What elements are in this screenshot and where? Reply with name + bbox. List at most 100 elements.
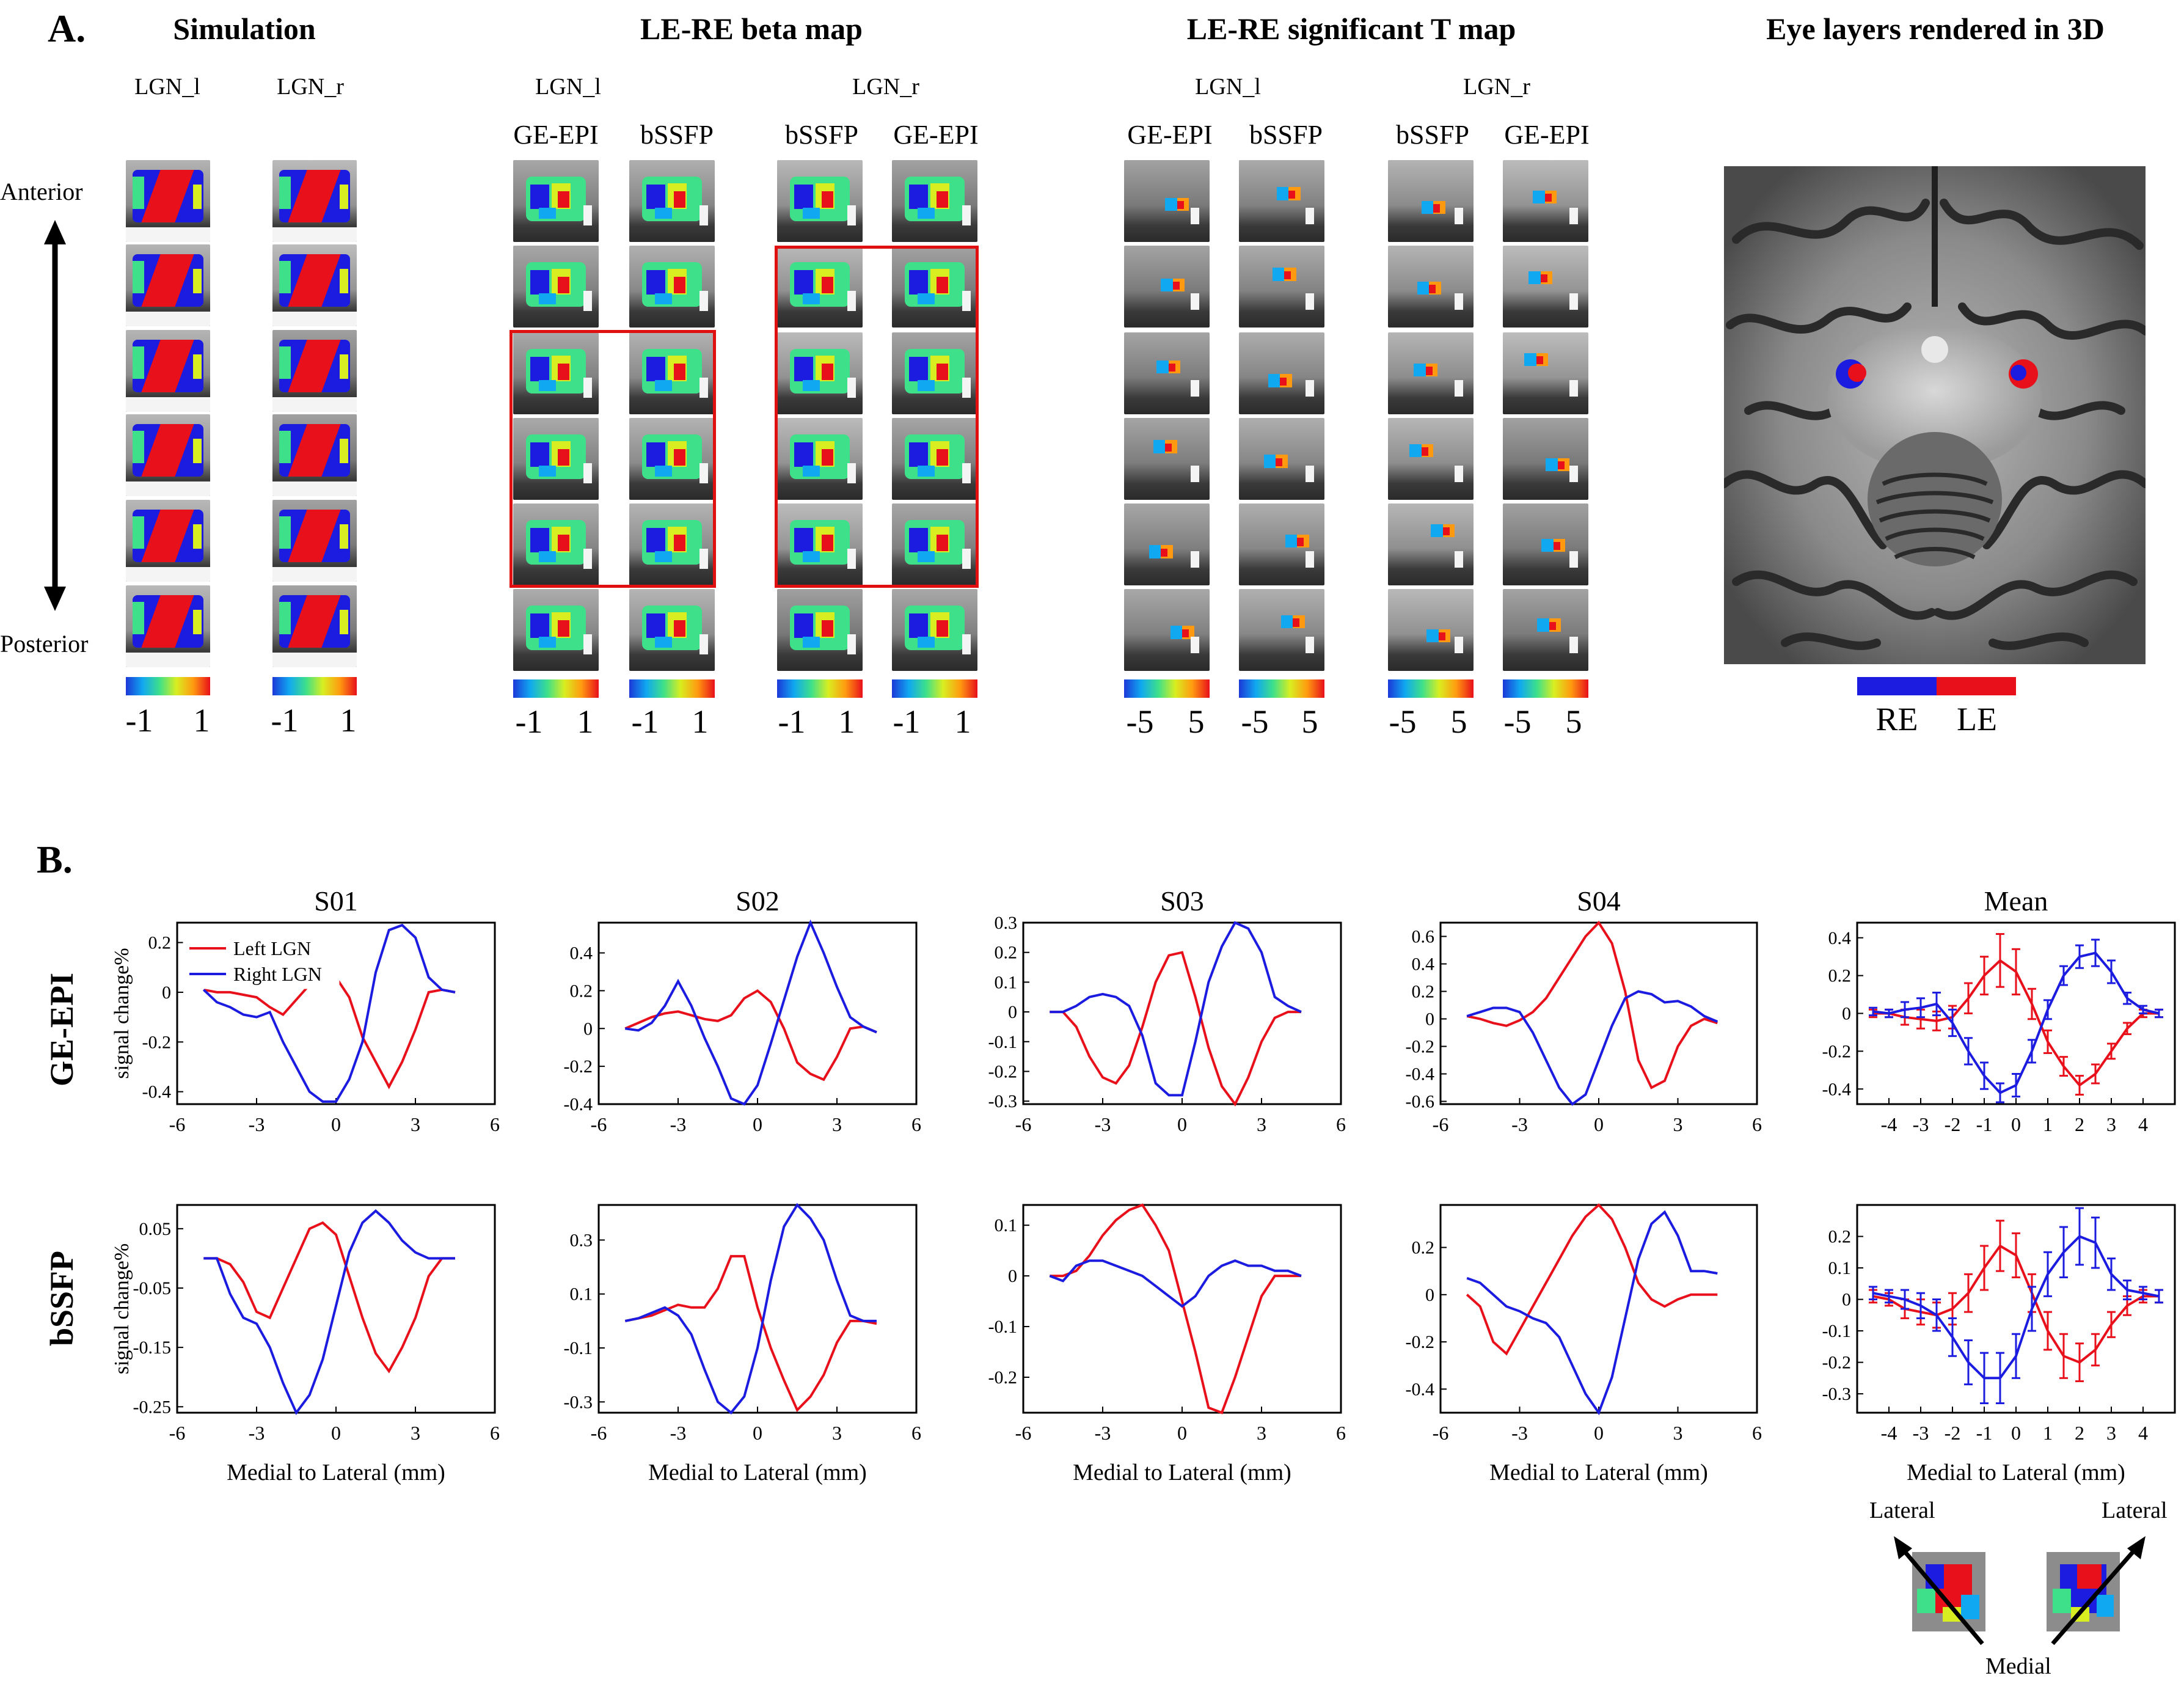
- re-color-swatch: [1857, 677, 1937, 695]
- y-tick-label: 0.3: [995, 913, 1018, 933]
- beta-3-colorbar: [777, 679, 863, 698]
- lgn-slice-tile: [126, 414, 210, 496]
- x-axis-label: Medial to Lateral (mm): [1907, 1460, 2125, 1485]
- lgn-slice-tile: [892, 503, 977, 585]
- x-tick-label: 3: [2106, 1422, 2116, 1444]
- brain-3d-render: [1724, 166, 2146, 664]
- x-tick-label: -6: [1433, 1113, 1449, 1135]
- x-tick-label: -6: [1433, 1422, 1449, 1444]
- simulation-title: Simulation: [173, 12, 316, 46]
- beta-1-colorbar: [513, 679, 599, 698]
- y-tick-label: 0.1: [570, 1284, 593, 1305]
- lgn-slice-tile: [513, 503, 599, 585]
- lgn-slice-tile: [1124, 589, 1210, 671]
- y-tick-label: 0: [1008, 1266, 1017, 1286]
- y-tick-label: 0.4: [1828, 928, 1852, 948]
- series-line: [1466, 1210, 1718, 1416]
- chart-title: S01: [314, 885, 358, 917]
- x-tick-label: 3: [1673, 1113, 1683, 1135]
- series-line: [202, 923, 456, 1103]
- series-line: [1466, 990, 1718, 1106]
- eye-layers-3d-title: Eye layers rendered in 3D: [1766, 12, 2105, 46]
- lgn-slice-tile: [629, 418, 715, 500]
- tmap-1-tick-min: -5: [1126, 703, 1154, 740]
- lgn-slice-tile: [126, 330, 210, 412]
- x-tick-label: -6: [169, 1113, 186, 1135]
- x-tick-label: -3: [249, 1113, 265, 1135]
- lgn-slice-tile: [1503, 160, 1588, 242]
- x-tick-label: -6: [1015, 1422, 1032, 1444]
- y-tick-label: 0: [1008, 1002, 1017, 1022]
- x-tick-label: 3: [832, 1113, 842, 1135]
- lgn-slice-tile: [513, 332, 599, 414]
- lgn-slice-tile: [1503, 503, 1588, 585]
- y-tick-label: -0.4: [1406, 1064, 1435, 1085]
- beta-3-tick-max: 1: [838, 703, 855, 740]
- lgn-slice-tile: [126, 585, 210, 667]
- y-tick-label: -0.4: [1822, 1079, 1852, 1099]
- chart-title: Mean: [1984, 885, 2048, 917]
- sim-l-tick-min: -1: [125, 702, 153, 739]
- y-tick-label: 0.6: [1412, 927, 1435, 947]
- x-tick-label: 1: [2043, 1113, 2053, 1135]
- sim-r-tick-min: -1: [271, 702, 299, 739]
- y-tick-label: -0.05: [133, 1278, 172, 1298]
- x-tick-label: 6: [1752, 1422, 1762, 1444]
- lgn-slice-tile: [1124, 246, 1210, 328]
- tmap-lgn-r-label: LGN_r: [1463, 74, 1530, 100]
- chart-axes-box: [597, 921, 918, 1105]
- x-tick-label: 0: [2011, 1422, 2021, 1444]
- tmap-2-tick-max: 5: [1301, 703, 1318, 740]
- tmap-r-bssfp-label: bSSFP: [1396, 120, 1469, 150]
- legend-label: Left LGN: [233, 937, 311, 959]
- lgn-slice-tile: [513, 160, 599, 242]
- y-tick-label: -0.4: [142, 1082, 172, 1102]
- x-tick-label: -1: [1976, 1422, 1993, 1444]
- beta-lgn-l-label: LGN_l: [535, 74, 601, 100]
- lgn-slice-tile: [1388, 332, 1474, 414]
- beta-l-bssfp-label: bSSFP: [640, 120, 714, 150]
- lgn-slice-tile: [1124, 503, 1210, 585]
- lgn-slice-tile: [629, 503, 715, 585]
- x-tick-label: 4: [2138, 1113, 2148, 1135]
- x-tick-label: -2: [1945, 1113, 1961, 1135]
- series-line: [625, 919, 877, 1106]
- sim-r-tick-max: 1: [340, 702, 357, 739]
- lgn-slice-tile: [272, 160, 357, 242]
- x-tick-label: -3: [1095, 1422, 1111, 1444]
- anterior-label: Anterior: [0, 178, 83, 205]
- x-tick-label: 0: [753, 1422, 762, 1444]
- y-axis-label: signal change%: [111, 948, 133, 1078]
- y-tick-label: 0.2: [995, 943, 1018, 963]
- tmap-r-ge-epi-label: GE-EPI: [1504, 120, 1590, 150]
- y-tick-label: 0.1: [1828, 1258, 1852, 1278]
- lgn-slice-tile: [1388, 418, 1474, 500]
- x-axis-label: Medial to Lateral (mm): [648, 1460, 867, 1485]
- x-tick-label: 0: [1594, 1113, 1604, 1135]
- x-tick-label: 3: [1673, 1422, 1683, 1444]
- lgn-slice-tile: [892, 332, 977, 414]
- y-tick-label: -0.25: [133, 1397, 172, 1417]
- x-tick-label: 0: [331, 1422, 341, 1444]
- lgn-slice-tile: [777, 589, 863, 671]
- y-tick-label: -0.2: [1406, 1332, 1435, 1352]
- y-tick-label: 0: [1425, 1285, 1434, 1305]
- series-line: [1050, 951, 1301, 1107]
- beta-1-tick-min: -1: [515, 703, 543, 740]
- series-line: [1049, 1259, 1302, 1308]
- chart-axes-box: [1439, 1204, 1758, 1414]
- series-line: [203, 1209, 455, 1415]
- x-tick-label: 3: [2106, 1113, 2116, 1135]
- le-label: LE: [1957, 701, 1997, 738]
- lgn-slice-tile: [777, 160, 863, 242]
- lgn-slice-tile: [1239, 332, 1324, 414]
- y-tick-label: -0.1: [988, 1317, 1018, 1337]
- lgn-slice-tile: [1124, 418, 1210, 500]
- series-line: [624, 989, 877, 1082]
- x-tick-label: -4: [1881, 1113, 1897, 1135]
- lgn-slice-tile: [629, 246, 715, 328]
- tmap-3-colorbar: [1388, 679, 1474, 698]
- x-tick-label: -3: [1511, 1113, 1528, 1135]
- lgn-slice-tile: [892, 418, 977, 500]
- x-tick-label: 0: [1177, 1422, 1187, 1444]
